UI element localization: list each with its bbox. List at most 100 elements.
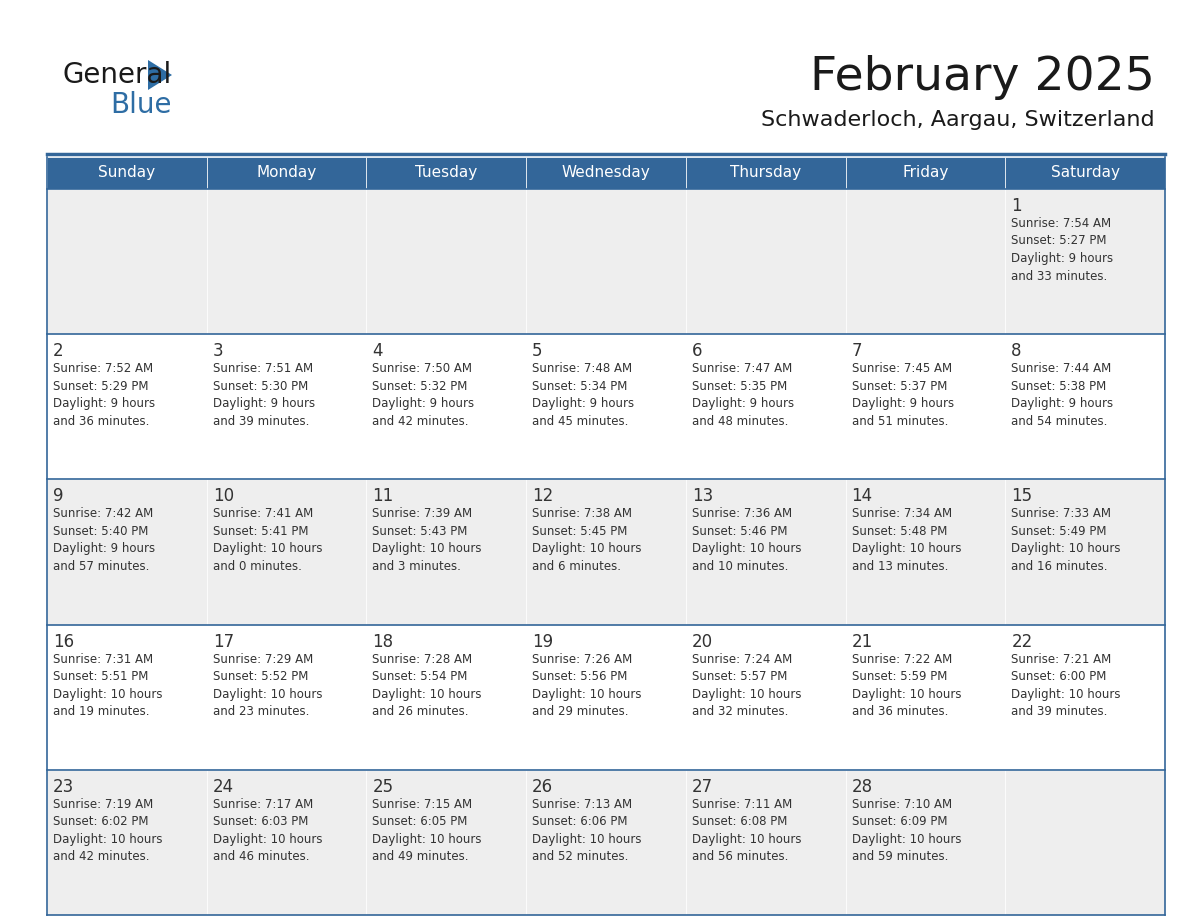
- Bar: [207, 157, 366, 189]
- Text: 6: 6: [691, 342, 702, 360]
- Text: Sunrise: 7:21 AM
Sunset: 6:00 PM
Daylight: 10 hours
and 39 minutes.: Sunrise: 7:21 AM Sunset: 6:00 PM Dayligh…: [1011, 653, 1120, 718]
- Text: Sunrise: 7:10 AM
Sunset: 6:09 PM
Daylight: 10 hours
and 59 minutes.: Sunrise: 7:10 AM Sunset: 6:09 PM Dayligh…: [852, 798, 961, 863]
- Text: 27: 27: [691, 778, 713, 796]
- Text: 24: 24: [213, 778, 234, 796]
- Text: Monday: Monday: [257, 165, 317, 181]
- Bar: [48, 334, 207, 479]
- Text: 25: 25: [372, 778, 393, 796]
- Text: Sunrise: 7:19 AM
Sunset: 6:02 PM
Daylight: 10 hours
and 42 minutes.: Sunrise: 7:19 AM Sunset: 6:02 PM Dayligh…: [53, 798, 163, 863]
- Text: Sunrise: 7:22 AM
Sunset: 5:59 PM
Daylight: 10 hours
and 36 minutes.: Sunrise: 7:22 AM Sunset: 5:59 PM Dayligh…: [852, 653, 961, 718]
- Text: Saturday: Saturday: [1050, 165, 1119, 181]
- Bar: [48, 157, 207, 189]
- Bar: [846, 770, 1005, 915]
- Text: 19: 19: [532, 633, 554, 651]
- Text: Sunrise: 7:48 AM
Sunset: 5:34 PM
Daylight: 9 hours
and 45 minutes.: Sunrise: 7:48 AM Sunset: 5:34 PM Dayligh…: [532, 363, 634, 428]
- Bar: [48, 770, 207, 915]
- Text: Sunrise: 7:24 AM
Sunset: 5:57 PM
Daylight: 10 hours
and 32 minutes.: Sunrise: 7:24 AM Sunset: 5:57 PM Dayligh…: [691, 653, 802, 718]
- Text: Sunrise: 7:38 AM
Sunset: 5:45 PM
Daylight: 10 hours
and 6 minutes.: Sunrise: 7:38 AM Sunset: 5:45 PM Dayligh…: [532, 508, 642, 573]
- Bar: [526, 624, 685, 770]
- Text: Sunrise: 7:36 AM
Sunset: 5:46 PM
Daylight: 10 hours
and 10 minutes.: Sunrise: 7:36 AM Sunset: 5:46 PM Dayligh…: [691, 508, 802, 573]
- Bar: [685, 624, 846, 770]
- Text: 23: 23: [53, 778, 74, 796]
- Bar: [207, 334, 366, 479]
- Text: Sunrise: 7:45 AM
Sunset: 5:37 PM
Daylight: 9 hours
and 51 minutes.: Sunrise: 7:45 AM Sunset: 5:37 PM Dayligh…: [852, 363, 954, 428]
- Text: 11: 11: [372, 487, 393, 506]
- Text: Sunrise: 7:42 AM
Sunset: 5:40 PM
Daylight: 9 hours
and 57 minutes.: Sunrise: 7:42 AM Sunset: 5:40 PM Dayligh…: [53, 508, 156, 573]
- Bar: [207, 624, 366, 770]
- Text: Sunday: Sunday: [99, 165, 156, 181]
- Text: Schwaderloch, Aargau, Switzerland: Schwaderloch, Aargau, Switzerland: [762, 110, 1155, 130]
- Bar: [526, 770, 685, 915]
- Text: February 2025: February 2025: [810, 55, 1155, 100]
- Bar: [366, 189, 526, 334]
- Text: Sunrise: 7:44 AM
Sunset: 5:38 PM
Daylight: 9 hours
and 54 minutes.: Sunrise: 7:44 AM Sunset: 5:38 PM Dayligh…: [1011, 363, 1113, 428]
- Bar: [685, 334, 846, 479]
- Text: 26: 26: [532, 778, 554, 796]
- Bar: [366, 624, 526, 770]
- Bar: [685, 479, 846, 624]
- Text: Sunrise: 7:28 AM
Sunset: 5:54 PM
Daylight: 10 hours
and 26 minutes.: Sunrise: 7:28 AM Sunset: 5:54 PM Dayligh…: [372, 653, 482, 718]
- Bar: [846, 189, 1005, 334]
- Bar: [846, 157, 1005, 189]
- Text: Sunrise: 7:15 AM
Sunset: 6:05 PM
Daylight: 10 hours
and 49 minutes.: Sunrise: 7:15 AM Sunset: 6:05 PM Dayligh…: [372, 798, 482, 863]
- Text: 12: 12: [532, 487, 554, 506]
- Text: Wednesday: Wednesday: [562, 165, 650, 181]
- Bar: [48, 624, 207, 770]
- Text: Sunrise: 7:29 AM
Sunset: 5:52 PM
Daylight: 10 hours
and 23 minutes.: Sunrise: 7:29 AM Sunset: 5:52 PM Dayligh…: [213, 653, 322, 718]
- Text: Sunrise: 7:50 AM
Sunset: 5:32 PM
Daylight: 9 hours
and 42 minutes.: Sunrise: 7:50 AM Sunset: 5:32 PM Dayligh…: [372, 363, 474, 428]
- Bar: [1005, 770, 1165, 915]
- Text: Sunrise: 7:51 AM
Sunset: 5:30 PM
Daylight: 9 hours
and 39 minutes.: Sunrise: 7:51 AM Sunset: 5:30 PM Dayligh…: [213, 363, 315, 428]
- Text: Sunrise: 7:41 AM
Sunset: 5:41 PM
Daylight: 10 hours
and 0 minutes.: Sunrise: 7:41 AM Sunset: 5:41 PM Dayligh…: [213, 508, 322, 573]
- Text: 14: 14: [852, 487, 873, 506]
- Text: 13: 13: [691, 487, 713, 506]
- Bar: [366, 157, 526, 189]
- Text: Thursday: Thursday: [731, 165, 801, 181]
- Text: Sunrise: 7:47 AM
Sunset: 5:35 PM
Daylight: 9 hours
and 48 minutes.: Sunrise: 7:47 AM Sunset: 5:35 PM Dayligh…: [691, 363, 794, 428]
- Bar: [207, 479, 366, 624]
- Text: Sunrise: 7:26 AM
Sunset: 5:56 PM
Daylight: 10 hours
and 29 minutes.: Sunrise: 7:26 AM Sunset: 5:56 PM Dayligh…: [532, 653, 642, 718]
- Text: General: General: [62, 61, 171, 89]
- Bar: [1005, 189, 1165, 334]
- Text: Sunrise: 7:39 AM
Sunset: 5:43 PM
Daylight: 10 hours
and 3 minutes.: Sunrise: 7:39 AM Sunset: 5:43 PM Dayligh…: [372, 508, 482, 573]
- Bar: [366, 479, 526, 624]
- Bar: [846, 334, 1005, 479]
- Text: 20: 20: [691, 633, 713, 651]
- Text: 5: 5: [532, 342, 543, 360]
- Bar: [1005, 624, 1165, 770]
- Bar: [846, 479, 1005, 624]
- Text: Sunrise: 7:17 AM
Sunset: 6:03 PM
Daylight: 10 hours
and 46 minutes.: Sunrise: 7:17 AM Sunset: 6:03 PM Dayligh…: [213, 798, 322, 863]
- Bar: [366, 334, 526, 479]
- Text: 9: 9: [53, 487, 63, 506]
- Text: 7: 7: [852, 342, 862, 360]
- Bar: [366, 770, 526, 915]
- Text: 22: 22: [1011, 633, 1032, 651]
- Text: Sunrise: 7:11 AM
Sunset: 6:08 PM
Daylight: 10 hours
and 56 minutes.: Sunrise: 7:11 AM Sunset: 6:08 PM Dayligh…: [691, 798, 802, 863]
- Bar: [526, 157, 685, 189]
- Bar: [846, 624, 1005, 770]
- Bar: [48, 479, 207, 624]
- Bar: [207, 189, 366, 334]
- Text: Sunrise: 7:13 AM
Sunset: 6:06 PM
Daylight: 10 hours
and 52 minutes.: Sunrise: 7:13 AM Sunset: 6:06 PM Dayligh…: [532, 798, 642, 863]
- Bar: [1005, 334, 1165, 479]
- Text: Friday: Friday: [902, 165, 948, 181]
- Bar: [48, 189, 207, 334]
- Bar: [685, 770, 846, 915]
- Text: Tuesday: Tuesday: [415, 165, 478, 181]
- Text: 1: 1: [1011, 197, 1022, 215]
- Text: 16: 16: [53, 633, 74, 651]
- Text: 21: 21: [852, 633, 873, 651]
- Text: Sunrise: 7:31 AM
Sunset: 5:51 PM
Daylight: 10 hours
and 19 minutes.: Sunrise: 7:31 AM Sunset: 5:51 PM Dayligh…: [53, 653, 163, 718]
- Bar: [526, 479, 685, 624]
- Bar: [1005, 479, 1165, 624]
- Text: Sunrise: 7:52 AM
Sunset: 5:29 PM
Daylight: 9 hours
and 36 minutes.: Sunrise: 7:52 AM Sunset: 5:29 PM Dayligh…: [53, 363, 156, 428]
- Text: 10: 10: [213, 487, 234, 506]
- Bar: [526, 189, 685, 334]
- Text: Blue: Blue: [110, 91, 171, 119]
- Bar: [526, 334, 685, 479]
- Text: 8: 8: [1011, 342, 1022, 360]
- Bar: [685, 189, 846, 334]
- Bar: [207, 770, 366, 915]
- Text: 4: 4: [372, 342, 383, 360]
- Text: 18: 18: [372, 633, 393, 651]
- Polygon shape: [148, 60, 172, 90]
